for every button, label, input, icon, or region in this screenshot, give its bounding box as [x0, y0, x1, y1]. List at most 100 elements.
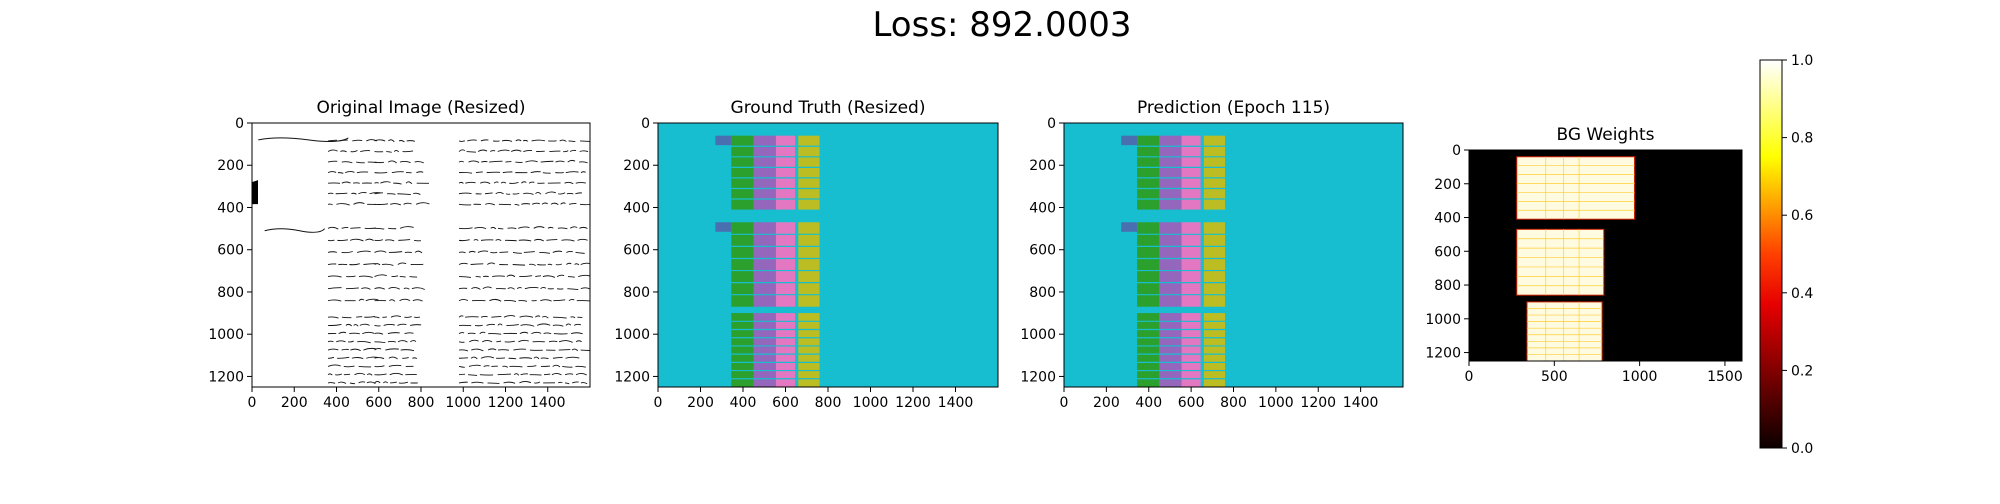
y-tick-label: 400: [217, 200, 244, 216]
y-tick-label: 0: [1047, 116, 1056, 132]
y-tick-label: 600: [1434, 244, 1461, 260]
mask-column: [1159, 313, 1181, 387]
mask-column: [776, 313, 795, 387]
x-tick-label: 1200: [895, 395, 931, 411]
mask-column: [731, 222, 753, 306]
mask-column: [754, 313, 776, 387]
y-tick-label: 1000: [614, 327, 650, 343]
handwriting-stroke: [459, 288, 467, 289]
x-tick-label: 1000: [1258, 395, 1294, 411]
x-tick-label: 1000: [853, 395, 889, 411]
handwriting-stroke: [506, 194, 510, 195]
handwriting-stroke: [498, 228, 503, 229]
panel-title: Original Image (Resized): [316, 98, 525, 118]
handwriting-stroke: [488, 383, 500, 384]
panel-title: Prediction (Epoch 115): [1137, 98, 1330, 118]
panel-1: Original Image (Resized) 0 200 400 600 800 100…: [208, 98, 593, 411]
panel-image: [658, 123, 998, 387]
handwriting-stroke: [544, 374, 550, 375]
y-tick-label: 400: [623, 200, 650, 216]
colorbar-tick-label: 1.0: [1791, 53, 1813, 69]
x-tick-label: 200: [1093, 395, 1120, 411]
colorbar-tick-label: 0.6: [1791, 208, 1813, 224]
y-tick-label: 600: [217, 243, 244, 259]
panel-title: Ground Truth (Resized): [731, 98, 926, 118]
y-tick-label: 1000: [1020, 327, 1056, 343]
colorbar-tick-label: 0.0: [1791, 441, 1813, 457]
x-tick-label: 600: [772, 395, 799, 411]
x-tick-label: 200: [687, 395, 714, 411]
y-tick-label: 0: [641, 116, 650, 132]
y-tick-label: 800: [217, 285, 244, 301]
y-tick-label: 1000: [1425, 312, 1461, 328]
y-tick-label: 0: [235, 116, 244, 132]
y-tick-label: 1200: [1020, 369, 1056, 385]
figure-title: Loss: 892.0003: [872, 5, 1131, 45]
colorbar-tick-label: 0.4: [1791, 286, 1813, 302]
weights-region: [1517, 157, 1635, 219]
x-tick-label: 1200: [1300, 395, 1336, 411]
colorbar-gradient: [1760, 60, 1782, 448]
handwriting-stroke: [498, 350, 509, 351]
x-tick-label: 1500: [1707, 369, 1743, 385]
y-tick-label: 1200: [614, 369, 650, 385]
handwriting-stroke: [459, 374, 465, 375]
x-tick-label: 600: [365, 395, 392, 411]
y-tick-label: 200: [1029, 158, 1056, 174]
y-tick-label: 400: [1434, 211, 1461, 227]
x-tick-label: 0: [1060, 395, 1069, 411]
weights-region: [1517, 229, 1604, 295]
panel-image: [1469, 150, 1742, 361]
x-tick-label: 1400: [1343, 395, 1379, 411]
panel-image: [252, 123, 593, 387]
mask-column: [798, 222, 819, 306]
x-tick-label: 0: [1465, 369, 1474, 385]
handwriting-stroke: [400, 277, 406, 278]
mask-column: [1137, 222, 1159, 306]
handwriting-stroke: [505, 162, 511, 163]
x-tick-label: 0: [654, 395, 663, 411]
x-tick-label: 0: [248, 395, 257, 411]
y-tick-label: 200: [217, 158, 244, 174]
x-tick-label: 200: [281, 395, 308, 411]
x-tick-label: 1400: [938, 395, 974, 411]
mask-row-header: [715, 222, 731, 232]
mask-background: [1064, 123, 1403, 387]
mask-background: [658, 123, 998, 387]
x-tick-label: 600: [1178, 395, 1205, 411]
y-tick-label: 600: [623, 243, 650, 259]
mask-row-header: [715, 136, 731, 146]
y-tick-label: 1200: [1425, 346, 1461, 362]
ink-mark: [252, 180, 258, 204]
y-tick-label: 0: [1452, 143, 1461, 159]
mask-column: [798, 313, 819, 387]
handwriting-stroke: [490, 252, 497, 253]
mask-column: [1204, 222, 1225, 306]
panel-2: Ground Truth (Resized) 0 200 400 600 800 1000 1…: [614, 98, 998, 411]
mask-column: [1182, 222, 1201, 306]
y-tick-label: 800: [1029, 285, 1056, 301]
y-tick-label: 1200: [208, 369, 244, 385]
mask-column: [776, 222, 795, 306]
x-tick-label: 1000: [1622, 369, 1658, 385]
mask-column: [1182, 313, 1201, 387]
mask-column: [754, 222, 776, 306]
mask-column: [1137, 313, 1159, 387]
x-tick-label: 1400: [530, 395, 566, 411]
y-tick-label: 200: [1434, 177, 1461, 193]
y-tick-label: 200: [623, 158, 650, 174]
handwriting-stroke: [350, 228, 360, 229]
mask-row-header: [1121, 222, 1137, 232]
y-tick-label: 600: [1029, 243, 1056, 259]
x-tick-label: 800: [815, 395, 842, 411]
panel-title: BG Weights: [1556, 125, 1654, 145]
mask-column: [1204, 313, 1225, 387]
y-tick-label: 1000: [208, 327, 244, 343]
paper-background: [252, 123, 590, 387]
weights-region: [1527, 302, 1602, 361]
colorbar: 0.00.20.40.60.81.0: [1760, 53, 1813, 457]
mask-column: [1159, 222, 1181, 306]
x-tick-label: 400: [323, 395, 350, 411]
